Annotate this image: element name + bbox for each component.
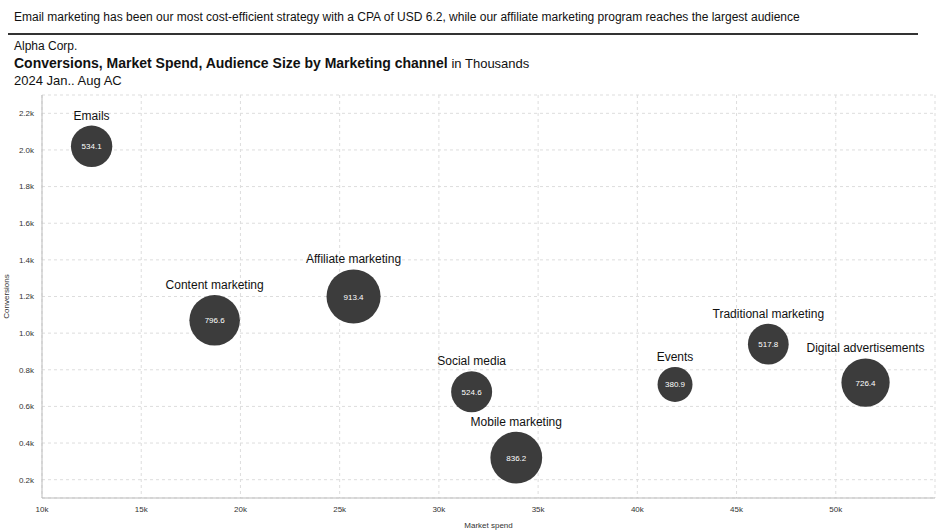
svg-text:Affiliate marketing: Affiliate marketing	[306, 252, 401, 266]
svg-text:0.2k: 0.2k	[19, 476, 35, 485]
svg-text:1.8k: 1.8k	[19, 182, 35, 191]
svg-text:Market spend: Market spend	[464, 521, 512, 530]
svg-text:40k: 40k	[631, 505, 645, 514]
svg-text:Conversions: Conversions	[8, 274, 11, 318]
svg-text:2.0k: 2.0k	[19, 146, 35, 155]
svg-text:0.6k: 0.6k	[19, 402, 35, 411]
svg-text:25k: 25k	[333, 505, 347, 514]
svg-text:0.4k: 0.4k	[19, 439, 35, 448]
svg-text:Social media: Social media	[437, 354, 506, 368]
svg-text:50k: 50k	[829, 505, 843, 514]
svg-text:0.8k: 0.8k	[19, 366, 35, 375]
svg-text:534.1: 534.1	[82, 142, 103, 151]
svg-text:2.2k: 2.2k	[19, 109, 35, 118]
svg-text:Traditional marketing: Traditional marketing	[713, 307, 825, 321]
html-text:Alpha Corp.: Alpha Corp.	[14, 39, 78, 53]
svg-text:Digital advertisements: Digital advertisements	[807, 341, 925, 355]
svg-text:1.0k: 1.0k	[19, 329, 35, 338]
svg-text:Mobile marketing: Mobile marketing	[471, 415, 562, 429]
html-text:2024 Jan.. Aug AC: 2024 Jan.. Aug AC	[14, 73, 122, 88]
svg-text:836.2: 836.2	[506, 454, 527, 463]
svg-text:1.4k: 1.4k	[19, 256, 35, 265]
svg-text:1.6k: 1.6k	[19, 219, 35, 228]
svg-text:913.4: 913.4	[344, 293, 365, 302]
svg-text:Events: Events	[657, 350, 694, 364]
svg-text:380.9: 380.9	[665, 380, 686, 389]
svg-text:1.2k: 1.2k	[19, 292, 35, 301]
svg-text:796.6: 796.6	[205, 316, 226, 325]
html-text:Email marketing has been our m: Email marketing has been our most cost-e…	[14, 10, 800, 24]
svg-text:517.8: 517.8	[758, 340, 779, 349]
svg-text:Content marketing: Content marketing	[166, 278, 264, 292]
svg-text:524.6: 524.6	[462, 388, 483, 397]
html-text:Conversions, Market Spend, Aud: Conversions, Market Spend, Audience Size…	[14, 55, 530, 71]
svg-text:20k: 20k	[234, 505, 248, 514]
svg-text:Emails: Emails	[74, 109, 110, 123]
svg-text:45k: 45k	[730, 505, 744, 514]
svg-text:15k: 15k	[135, 505, 149, 514]
svg-text:726.4: 726.4	[856, 379, 877, 388]
svg-text:35k: 35k	[532, 505, 546, 514]
svg-text:10k: 10k	[36, 505, 50, 514]
svg-text:30k: 30k	[432, 505, 446, 514]
